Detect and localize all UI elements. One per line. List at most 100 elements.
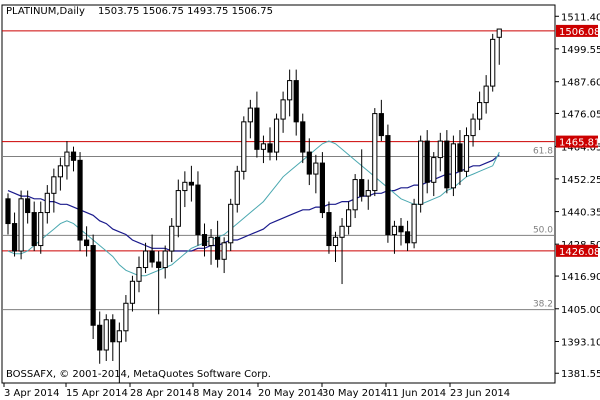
x-tick-label: 15 Apr 2014 (66, 388, 128, 399)
x-tick-label: 11 Jun 2014 (386, 388, 446, 399)
candle (339, 218, 345, 285)
candle (483, 75, 489, 114)
candle-body (463, 135, 470, 172)
candle (391, 220, 398, 254)
price-tag-box (556, 244, 598, 257)
candle (444, 130, 450, 194)
candle (97, 311, 103, 364)
candle (463, 127, 470, 177)
price-tag-box (556, 24, 598, 37)
candle (293, 69, 299, 136)
candle (306, 138, 312, 186)
candle-body (129, 280, 136, 304)
candle-body (437, 140, 443, 159)
candle (57, 157, 63, 191)
candle (365, 179, 371, 210)
candle (359, 149, 365, 202)
candle (129, 275, 136, 312)
candle-body (418, 140, 424, 205)
candles (5, 28, 502, 383)
candle-body (346, 209, 352, 227)
candle-body (57, 165, 63, 178)
candle (77, 152, 83, 252)
candle-body (352, 179, 358, 211)
candle-body (25, 198, 31, 214)
candle (156, 251, 162, 315)
candle (201, 223, 208, 257)
candle-body (215, 236, 221, 260)
candle (110, 314, 116, 362)
candle-body (496, 28, 502, 38)
candle (11, 212, 18, 257)
candle-body (404, 231, 411, 244)
x-tick-label: 30 May 2014 (322, 388, 387, 399)
candle-body (142, 250, 149, 269)
candle-body (175, 190, 181, 227)
candle-body (208, 236, 214, 247)
candle-body (90, 245, 96, 326)
chart-symbol: PLATINUM,Daily (6, 6, 85, 17)
y-tick-label: 1499.55 (561, 45, 600, 56)
candle (5, 193, 11, 235)
y-tick-label: 1405.00 (561, 305, 600, 316)
candle-body (457, 143, 463, 172)
candle (496, 28, 502, 65)
level-lines: 61.8 50.0 38.2 (2, 30, 555, 311)
candle-body (5, 198, 11, 225)
price-tag-label: 1465.81 (559, 138, 600, 149)
chart-frame (1, 4, 556, 384)
ma-fast-line (7, 140, 500, 277)
candle (470, 113, 476, 147)
candle-body (156, 261, 162, 269)
candle (424, 130, 430, 194)
candle (437, 132, 443, 172)
candle-body (332, 236, 339, 247)
candle (300, 113, 306, 164)
candle-body (136, 267, 142, 282)
candle-body (359, 179, 365, 197)
candle (38, 201, 44, 254)
candle-body (260, 143, 267, 150)
candle-body (431, 157, 437, 183)
candle (477, 91, 483, 131)
candle-body (221, 242, 227, 260)
candle-body (424, 140, 430, 183)
y-tick-label: 1452.25 (561, 175, 600, 186)
candle (221, 237, 227, 274)
candle (44, 185, 50, 224)
candle-body (444, 140, 450, 189)
candle (260, 135, 267, 164)
candle (313, 154, 319, 194)
candle-body (38, 212, 44, 247)
candle-body (365, 190, 371, 197)
candle (254, 91, 260, 158)
candle-body (313, 162, 319, 175)
candle (234, 165, 240, 213)
candle (346, 201, 352, 235)
candle-body (241, 121, 247, 172)
y-tick-label: 1487.60 (561, 78, 600, 89)
candle (287, 69, 293, 117)
candle-body (490, 38, 496, 87)
candle-body (293, 80, 299, 123)
chart-ohlc: 1503.75 1506.75 1493.75 1506.75 (98, 6, 273, 17)
candle (241, 116, 247, 180)
candle-body (182, 181, 188, 192)
candle (280, 91, 286, 133)
candle (431, 152, 437, 197)
candle (208, 229, 214, 265)
ma-slow-line (7, 154, 500, 252)
candle (404, 220, 411, 252)
candle-body (201, 234, 208, 247)
candle-body (44, 192, 50, 214)
candle (267, 127, 273, 161)
axes: 1511.40 1499.55 1487.60 1476.05 1464.05 1452.… (3, 12, 600, 399)
candle (195, 171, 201, 246)
candle-body (411, 203, 417, 244)
candle-body (103, 319, 109, 351)
y-tick-label: 1476.05 (561, 109, 600, 120)
y-tick-label: 1511.40 (561, 12, 600, 23)
candle (175, 179, 181, 238)
y-tick-label: 1393.10 (561, 337, 600, 348)
